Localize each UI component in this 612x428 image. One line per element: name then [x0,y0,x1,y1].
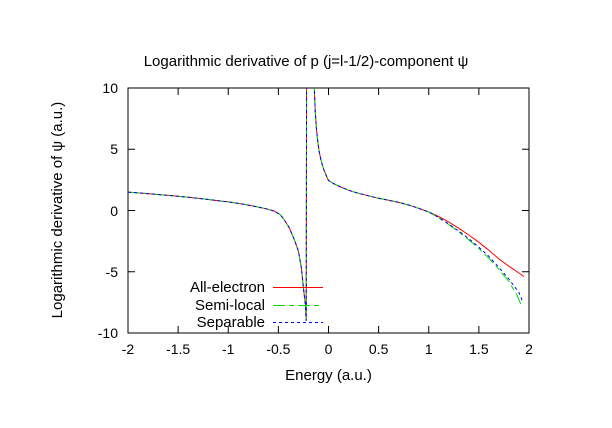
x-tick-label: 0 [324,341,333,357]
x-tick-label: -1.5 [166,341,191,357]
y-tick-label: 0 [110,202,118,219]
series-line-all-electron [128,88,525,321]
legend-item-semi-local: Semi-local [190,297,323,315]
y-tick-label: -5 [105,263,118,280]
legend-label: All-electron [189,279,265,297]
x-axis-label: Energy (a.u.) [285,367,372,384]
x-tick-label: 1 [424,341,433,357]
x-tick-label: -0.5 [266,341,291,357]
series-group [128,88,525,321]
legend-line-sample [273,322,323,324]
x-tick-label: 0.5 [368,341,389,357]
legend-label: Separable [196,314,265,332]
x-tick-label: 1.5 [469,341,489,357]
x-tick-label: -2 [121,341,135,357]
x-tick-label: -1 [222,341,235,357]
legend-line-sample [273,287,323,289]
y-axis-label: Logarithmic derivative of ψ (a.u.) [49,102,66,319]
y-tick-label: 10 [102,80,118,96]
x-tick-label: 2 [525,341,533,357]
plot-frame-group [127,87,530,334]
series-line-semi-local [128,88,523,321]
y-tick-label: -10 [97,325,118,341]
legend-line-sample [273,304,323,306]
legend-item-all-electron: All-electron [190,279,323,297]
plot-frame [127,87,530,334]
legend: All-electron Semi-local Separable [190,279,323,332]
legend-item-separable: Separable [190,314,323,332]
series-line-separable [128,88,524,321]
chart-title: Logarithmic derivative of p (j=l-1/2)-co… [143,53,469,70]
y-tick-label: 5 [110,141,118,158]
legend-label: Semi-local [194,296,265,314]
